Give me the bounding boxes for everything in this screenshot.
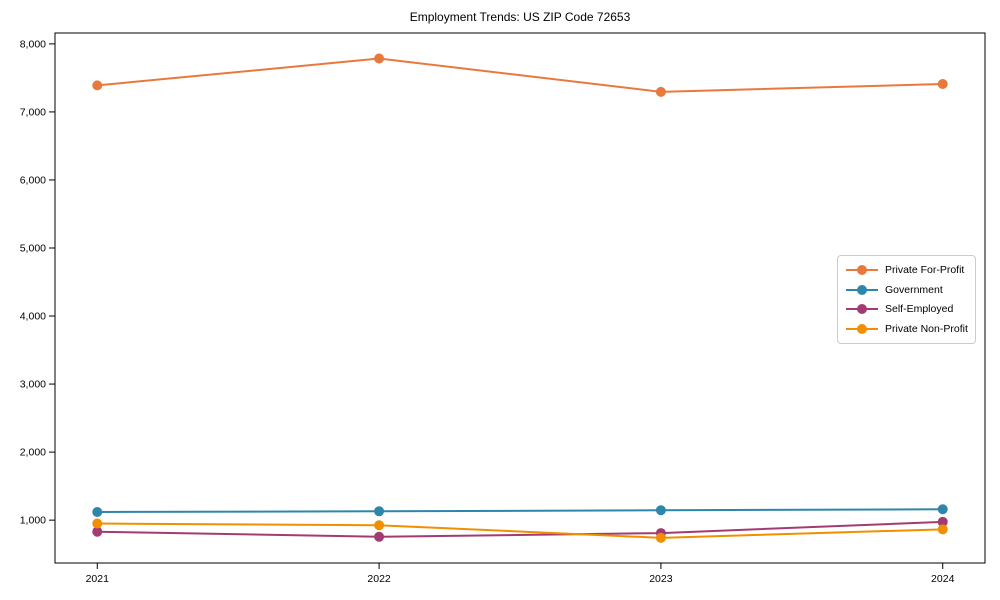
- legend-label: Private For-Profit: [885, 263, 965, 276]
- y-tick-label: 3,000: [20, 379, 46, 391]
- chart-title: Employment Trends: US ZIP Code 72653: [409, 10, 631, 24]
- y-tick-label: 4,000: [20, 311, 46, 323]
- x-tick-label: 2021: [86, 573, 110, 585]
- legend-label: Private Non-Profit: [885, 323, 968, 336]
- line-series-self-employed: [96, 520, 944, 538]
- data-point-government: [655, 505, 666, 516]
- data-point-self-employed: [92, 526, 103, 537]
- line-marker-icon: [846, 324, 878, 335]
- line-marker-icon: [846, 264, 878, 275]
- plot-area-border: [54, 32, 986, 564]
- legend-item-private-non-profit: Private Non-Profit: [846, 320, 968, 338]
- data-point-private-non-profit: [374, 520, 385, 531]
- data-point-private-non-profit: [937, 524, 948, 535]
- data-point-government: [937, 504, 948, 515]
- x-tick-label: 2023: [649, 573, 673, 585]
- line-series-private-non-profit: [96, 522, 944, 539]
- legend-label: Self-Employed: [885, 303, 954, 316]
- legend-label: Government: [885, 283, 943, 296]
- data-point-private-for-profit: [374, 53, 385, 64]
- x-tick-label: 2022: [367, 573, 391, 585]
- data-point-private-for-profit: [655, 86, 666, 97]
- y-tick-label: 8,000: [20, 38, 46, 50]
- data-point-private-non-profit: [92, 518, 103, 529]
- data-point-private-for-profit: [937, 79, 948, 90]
- data-point-government: [374, 506, 385, 517]
- x-tick-label: 2024: [931, 573, 955, 585]
- line-series-private-for-profit: [96, 57, 944, 93]
- y-tick-label: 1,000: [20, 515, 46, 527]
- y-tick-label: 2,000: [20, 447, 46, 459]
- y-tick-label: 6,000: [20, 174, 46, 186]
- legend-item-private-for-profit: Private For-Profit: [846, 261, 967, 279]
- legend: Private For-Profit Government Self-Emplo…: [837, 255, 976, 344]
- data-point-self-employed: [937, 516, 948, 527]
- line-series-government: [96, 508, 944, 513]
- data-point-self-employed: [374, 531, 385, 542]
- data-point-private-for-profit: [92, 80, 103, 91]
- line-marker-icon: [846, 284, 878, 295]
- y-tick-label: 7,000: [20, 106, 46, 118]
- data-point-government: [92, 506, 103, 517]
- line-marker-icon: [846, 304, 878, 315]
- data-point-private-non-profit: [655, 532, 666, 543]
- legend-item-self-employed: Self-Employed: [846, 300, 967, 318]
- y-tick-label: 5,000: [20, 242, 46, 254]
- legend-item-government: Government: [846, 281, 967, 299]
